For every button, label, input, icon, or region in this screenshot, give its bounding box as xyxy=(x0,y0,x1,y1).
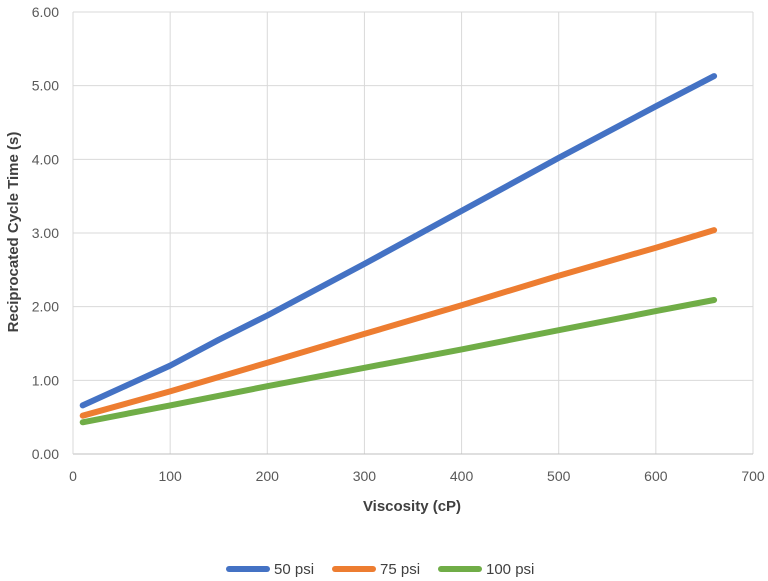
axes xyxy=(72,12,753,455)
series-line-100-psi xyxy=(79,297,718,426)
y-axis-title: Reciprocated Cycle Time (s) xyxy=(5,132,22,333)
grid-lines xyxy=(73,11,754,454)
x-tick-label: 400 xyxy=(450,468,474,484)
legend-label: 100 psi xyxy=(486,561,534,578)
x-tick-label: 500 xyxy=(547,468,571,484)
legend: 50 psi 75 psi 100 psi xyxy=(226,561,534,578)
series-line-50-psi xyxy=(79,73,718,409)
legend-item: 50 psi xyxy=(226,561,314,578)
x-tick-label: 100 xyxy=(158,468,182,484)
x-tick-label: 300 xyxy=(353,468,377,484)
legend-label: 75 psi xyxy=(380,561,420,578)
x-tick-label: 200 xyxy=(256,468,280,484)
legend-item: 100 psi xyxy=(438,561,534,578)
y-tick-label: 0.00 xyxy=(32,446,59,462)
x-tick-label: 0 xyxy=(69,468,77,484)
legend-item: 75 psi xyxy=(332,561,420,578)
y-tick-label: 6.00 xyxy=(32,4,59,20)
legend-label: 50 psi xyxy=(274,561,314,578)
y-tick-label: 4.00 xyxy=(32,151,59,167)
x-axis-ticks: 0 100 200 300 400 500 600 700 xyxy=(69,468,765,484)
x-tick-label: 700 xyxy=(741,468,765,484)
y-tick-label: 5.00 xyxy=(32,78,59,94)
series-line-75-psi xyxy=(79,227,718,419)
y-tick-label: 2.00 xyxy=(32,299,59,315)
y-tick-label: 1.00 xyxy=(32,372,59,388)
y-tick-label: 3.00 xyxy=(32,225,59,241)
y-axis-ticks: 0.00 1.00 2.00 3.00 4.00 5.00 6.00 xyxy=(32,4,59,462)
series-lines xyxy=(79,73,718,426)
x-axis-title: Viscosity (cP) xyxy=(363,498,461,515)
x-tick-label: 600 xyxy=(644,468,668,484)
